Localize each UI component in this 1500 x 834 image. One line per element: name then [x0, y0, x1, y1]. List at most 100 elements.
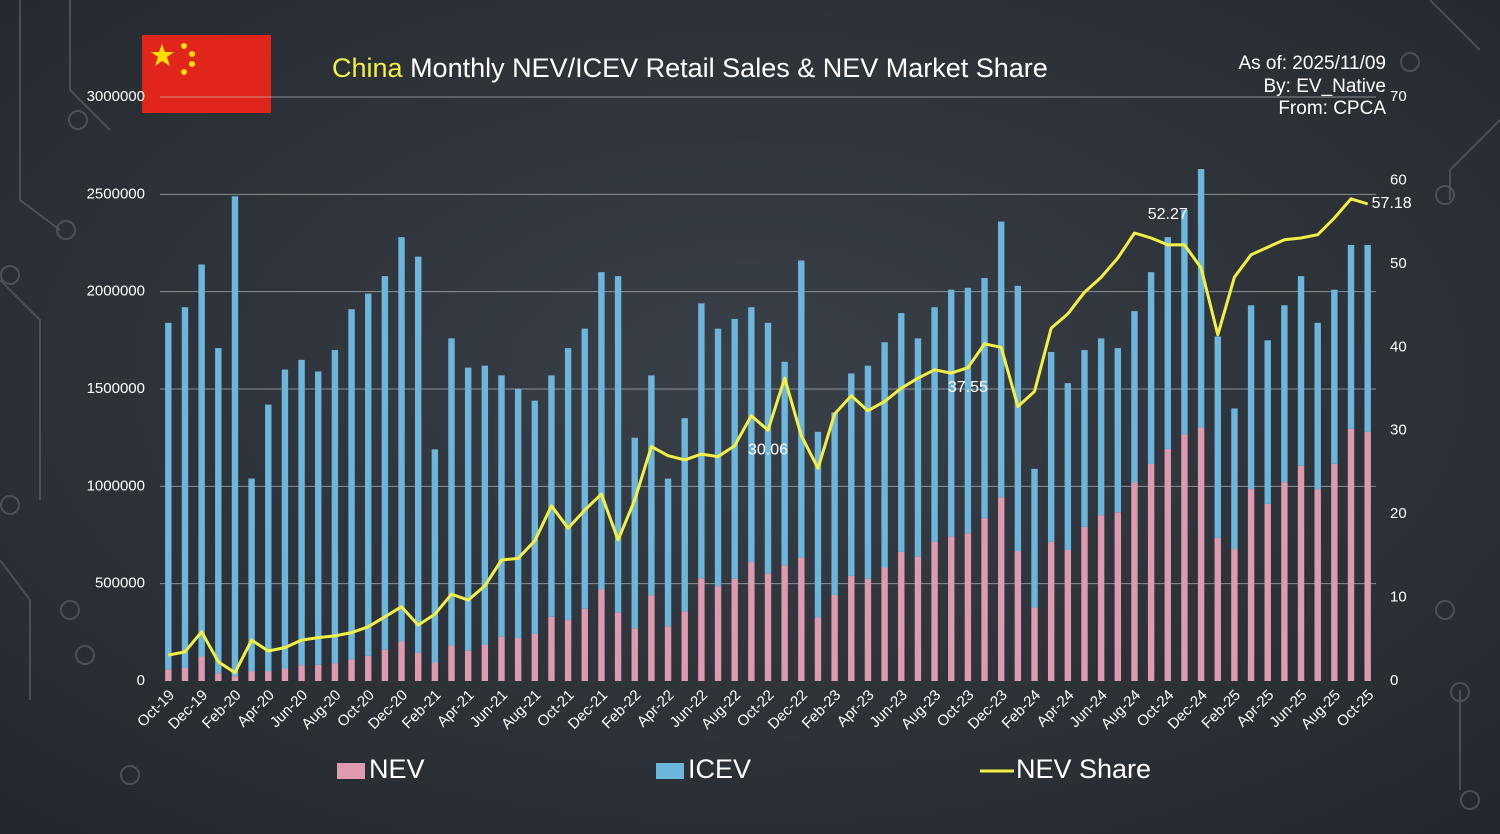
bar-nev: [414, 652, 422, 681]
bar-icev: [1197, 169, 1205, 428]
bar-nev: [1097, 515, 1105, 681]
y-tick-label: 1500000: [87, 380, 145, 397]
bar-nev: [1264, 503, 1271, 681]
bar-nev: [165, 669, 172, 681]
bar-nev: [764, 573, 772, 681]
bar-icev: [964, 287, 972, 534]
bar-nev: [198, 656, 205, 681]
flag-star: [151, 44, 174, 66]
bar-nev: [714, 586, 722, 681]
bar-nev: [1181, 434, 1188, 681]
bar-icev: [331, 350, 339, 664]
bar-nev: [348, 659, 355, 681]
bar-nev: [1297, 465, 1305, 681]
bar-nev: [748, 562, 755, 681]
bar-icev: [531, 400, 538, 634]
bar-icev: [1347, 244, 1355, 429]
y2-tick-label: 10: [1390, 589, 1407, 606]
y2-tick-label: 70: [1390, 88, 1407, 105]
bar-nev: [698, 578, 705, 681]
bar-nev: [1347, 428, 1355, 681]
bar-icev: [165, 322, 172, 670]
circuit-decoration: [0, 0, 1500, 810]
bar-icev: [281, 369, 289, 669]
bar-icev: [514, 389, 522, 638]
bar-icev: [981, 278, 988, 519]
bar-icev: [1264, 340, 1271, 504]
bar-icev: [1081, 350, 1088, 527]
bar-icev: [181, 307, 189, 668]
bar-icev: [431, 449, 439, 663]
bar-nev: [1014, 550, 1022, 681]
bar-icev: [464, 367, 472, 651]
bar-nev: [1214, 537, 1221, 681]
legend-swatch: [337, 763, 365, 779]
bar-nev: [231, 676, 239, 681]
y-tick-label: 2000000: [87, 283, 145, 300]
y-tick-label: 2500000: [87, 185, 145, 202]
flag-star: [181, 69, 187, 75]
data-label: 37.55: [948, 379, 988, 396]
bar-nev: [1164, 448, 1171, 681]
bar-icev: [265, 404, 272, 672]
bar-nev: [448, 645, 455, 681]
bar-icev: [864, 365, 872, 579]
bar-icev: [631, 437, 638, 629]
bar-nev: [1064, 549, 1072, 681]
bar-nev: [381, 649, 389, 681]
bar-nev: [281, 668, 289, 681]
bar-nev: [664, 626, 672, 681]
bar-icev: [248, 478, 255, 672]
bar-icev: [848, 373, 855, 576]
bar-nev: [248, 671, 255, 681]
bar-icev: [1131, 311, 1138, 483]
bar-nev: [1364, 431, 1371, 681]
bar-icev: [1297, 276, 1305, 466]
bar-nev: [1281, 482, 1288, 681]
bar-icev: [1281, 305, 1288, 483]
bar-icev: [1097, 338, 1105, 516]
bar-icev: [814, 431, 822, 618]
bar-nev: [781, 565, 788, 681]
bar-icev: [448, 338, 455, 646]
legend-label: ICEV: [688, 754, 751, 784]
bar-nev: [1114, 512, 1122, 681]
bar-nev: [881, 567, 888, 681]
y-tick-label: 0: [137, 672, 145, 689]
bar-icev: [998, 221, 1005, 498]
bar-icev: [365, 293, 372, 656]
bar-nev: [581, 608, 588, 681]
bar-nev: [1197, 427, 1205, 681]
bar-nev: [1031, 607, 1038, 681]
bar-nev: [998, 497, 1005, 681]
bar-nev: [1331, 463, 1338, 681]
title-prefix: China: [332, 53, 404, 83]
bar-icev: [731, 318, 738, 579]
legend-label: NEV: [369, 754, 425, 784]
bar-icev: [1331, 289, 1338, 464]
bar-nev: [365, 655, 372, 681]
bar-nev: [914, 556, 922, 681]
bar-icev: [1164, 237, 1171, 449]
bar-nev: [1314, 489, 1321, 681]
bar-icev: [398, 237, 405, 642]
share-line: [168, 197, 1369, 675]
bar-icev: [698, 303, 705, 579]
bar-nev: [548, 616, 555, 681]
flag: [142, 35, 271, 113]
bar-icev: [898, 313, 905, 552]
bar-icev: [881, 342, 888, 568]
bar-icev: [498, 375, 505, 637]
bar-icev: [648, 375, 655, 596]
bar-nev: [514, 637, 522, 681]
flag-star: [189, 51, 195, 57]
bar-icev: [1364, 244, 1371, 432]
bar-nev: [1247, 489, 1255, 681]
bar-nev: [398, 641, 405, 681]
bar-icev: [1247, 305, 1255, 490]
bar-icev: [231, 196, 239, 677]
y2-tick-label: 30: [1390, 422, 1407, 439]
flag-star: [181, 43, 187, 49]
bar-nev: [431, 662, 439, 681]
